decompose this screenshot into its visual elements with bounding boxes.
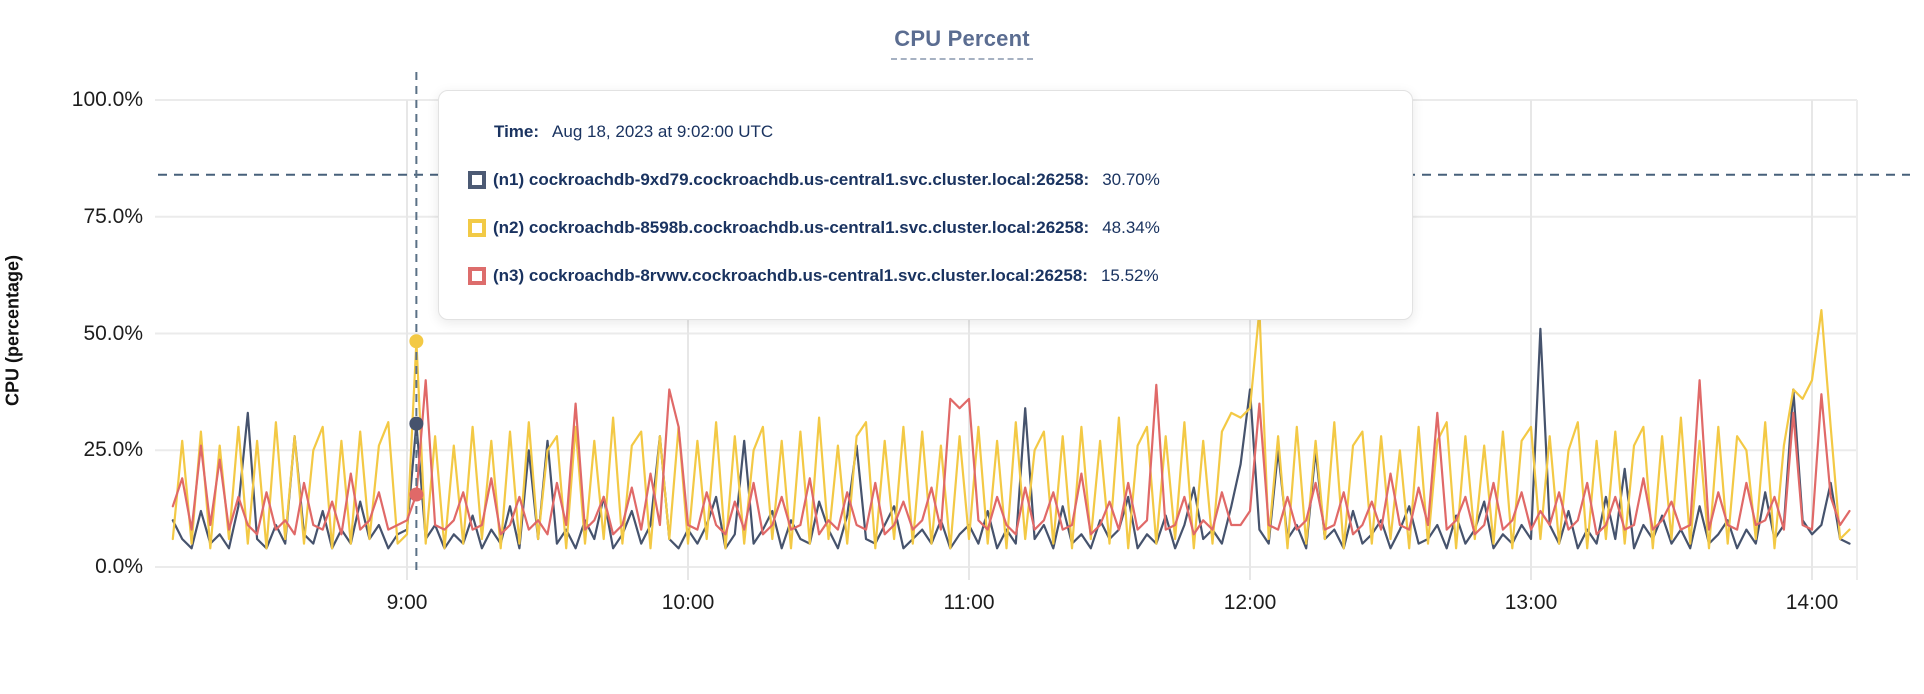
tooltip-n1-value: 30.70% [1102, 169, 1160, 189]
chart-tooltip: Time: Aug 18, 2023 at 9:02:00 UTC (n1) c… [438, 90, 1413, 320]
y-tick-label: 75.0% [83, 204, 143, 228]
x-tick-label: 12:00 [1223, 591, 1277, 614]
x-tick-label: 14:00 [1785, 591, 1839, 614]
tooltip-row-n3: (n3) cockroachdb-8rvwv.cockroachdb.us-ce… [468, 265, 1392, 286]
x-tick-label: 9:00 [386, 591, 428, 614]
tooltip-row-n1: (n1) cockroachdb-9xd79.cockroachdb.us-ce… [468, 169, 1392, 190]
y-tick-label: 25.0% [83, 438, 143, 462]
x-tick-label: 11:00 [943, 591, 995, 614]
tooltip-time-row: Time: Aug 18, 2023 at 9:02:00 UTC [468, 121, 1392, 142]
chart-title: CPU Percent [0, 26, 1924, 60]
hover-dot-n3 [409, 487, 424, 502]
tooltip-time-label: Time: [494, 121, 540, 141]
legend-swatch-n2-icon [468, 218, 486, 237]
series-line-n2 [171, 309, 1851, 550]
tooltip-n3-value: 15.52% [1100, 265, 1159, 285]
legend-swatch-n1-icon [468, 170, 486, 189]
tooltip-row-n2: (n2) cockroachdb-8598b.cockroachdb.us-ce… [468, 217, 1392, 238]
tooltip-n2-label: (n2) cockroachdb-8598b.cockroachdb.us-ce… [493, 217, 1090, 237]
tooltip-n1-label: (n1) cockroachdb-9xd79.cockroachdb.us-ce… [493, 169, 1090, 189]
tooltip-n2-value: 48.34% [1102, 217, 1160, 237]
tooltip-time-value: Aug 18, 2023 at 9:02:00 UTC [552, 121, 774, 141]
hover-dot-n2 [409, 334, 424, 349]
chart-title-text: CPU Percent [891, 26, 1033, 60]
hover-dot-n1 [409, 416, 424, 431]
x-tick-label: 13:00 [1504, 591, 1558, 614]
x-tick-label: 10:00 [661, 591, 715, 614]
y-tick-label: 100.0% [71, 88, 143, 111]
tooltip-n3-label: (n3) cockroachdb-8rvwv.cockroachdb.us-ce… [493, 265, 1088, 285]
series-line-n3 [171, 379, 1851, 536]
legend-swatch-n3-icon [468, 266, 486, 285]
y-tick-label: 50.0% [83, 321, 143, 345]
y-tick-label: 0.0% [95, 555, 143, 578]
series-line-n1 [171, 327, 1851, 550]
